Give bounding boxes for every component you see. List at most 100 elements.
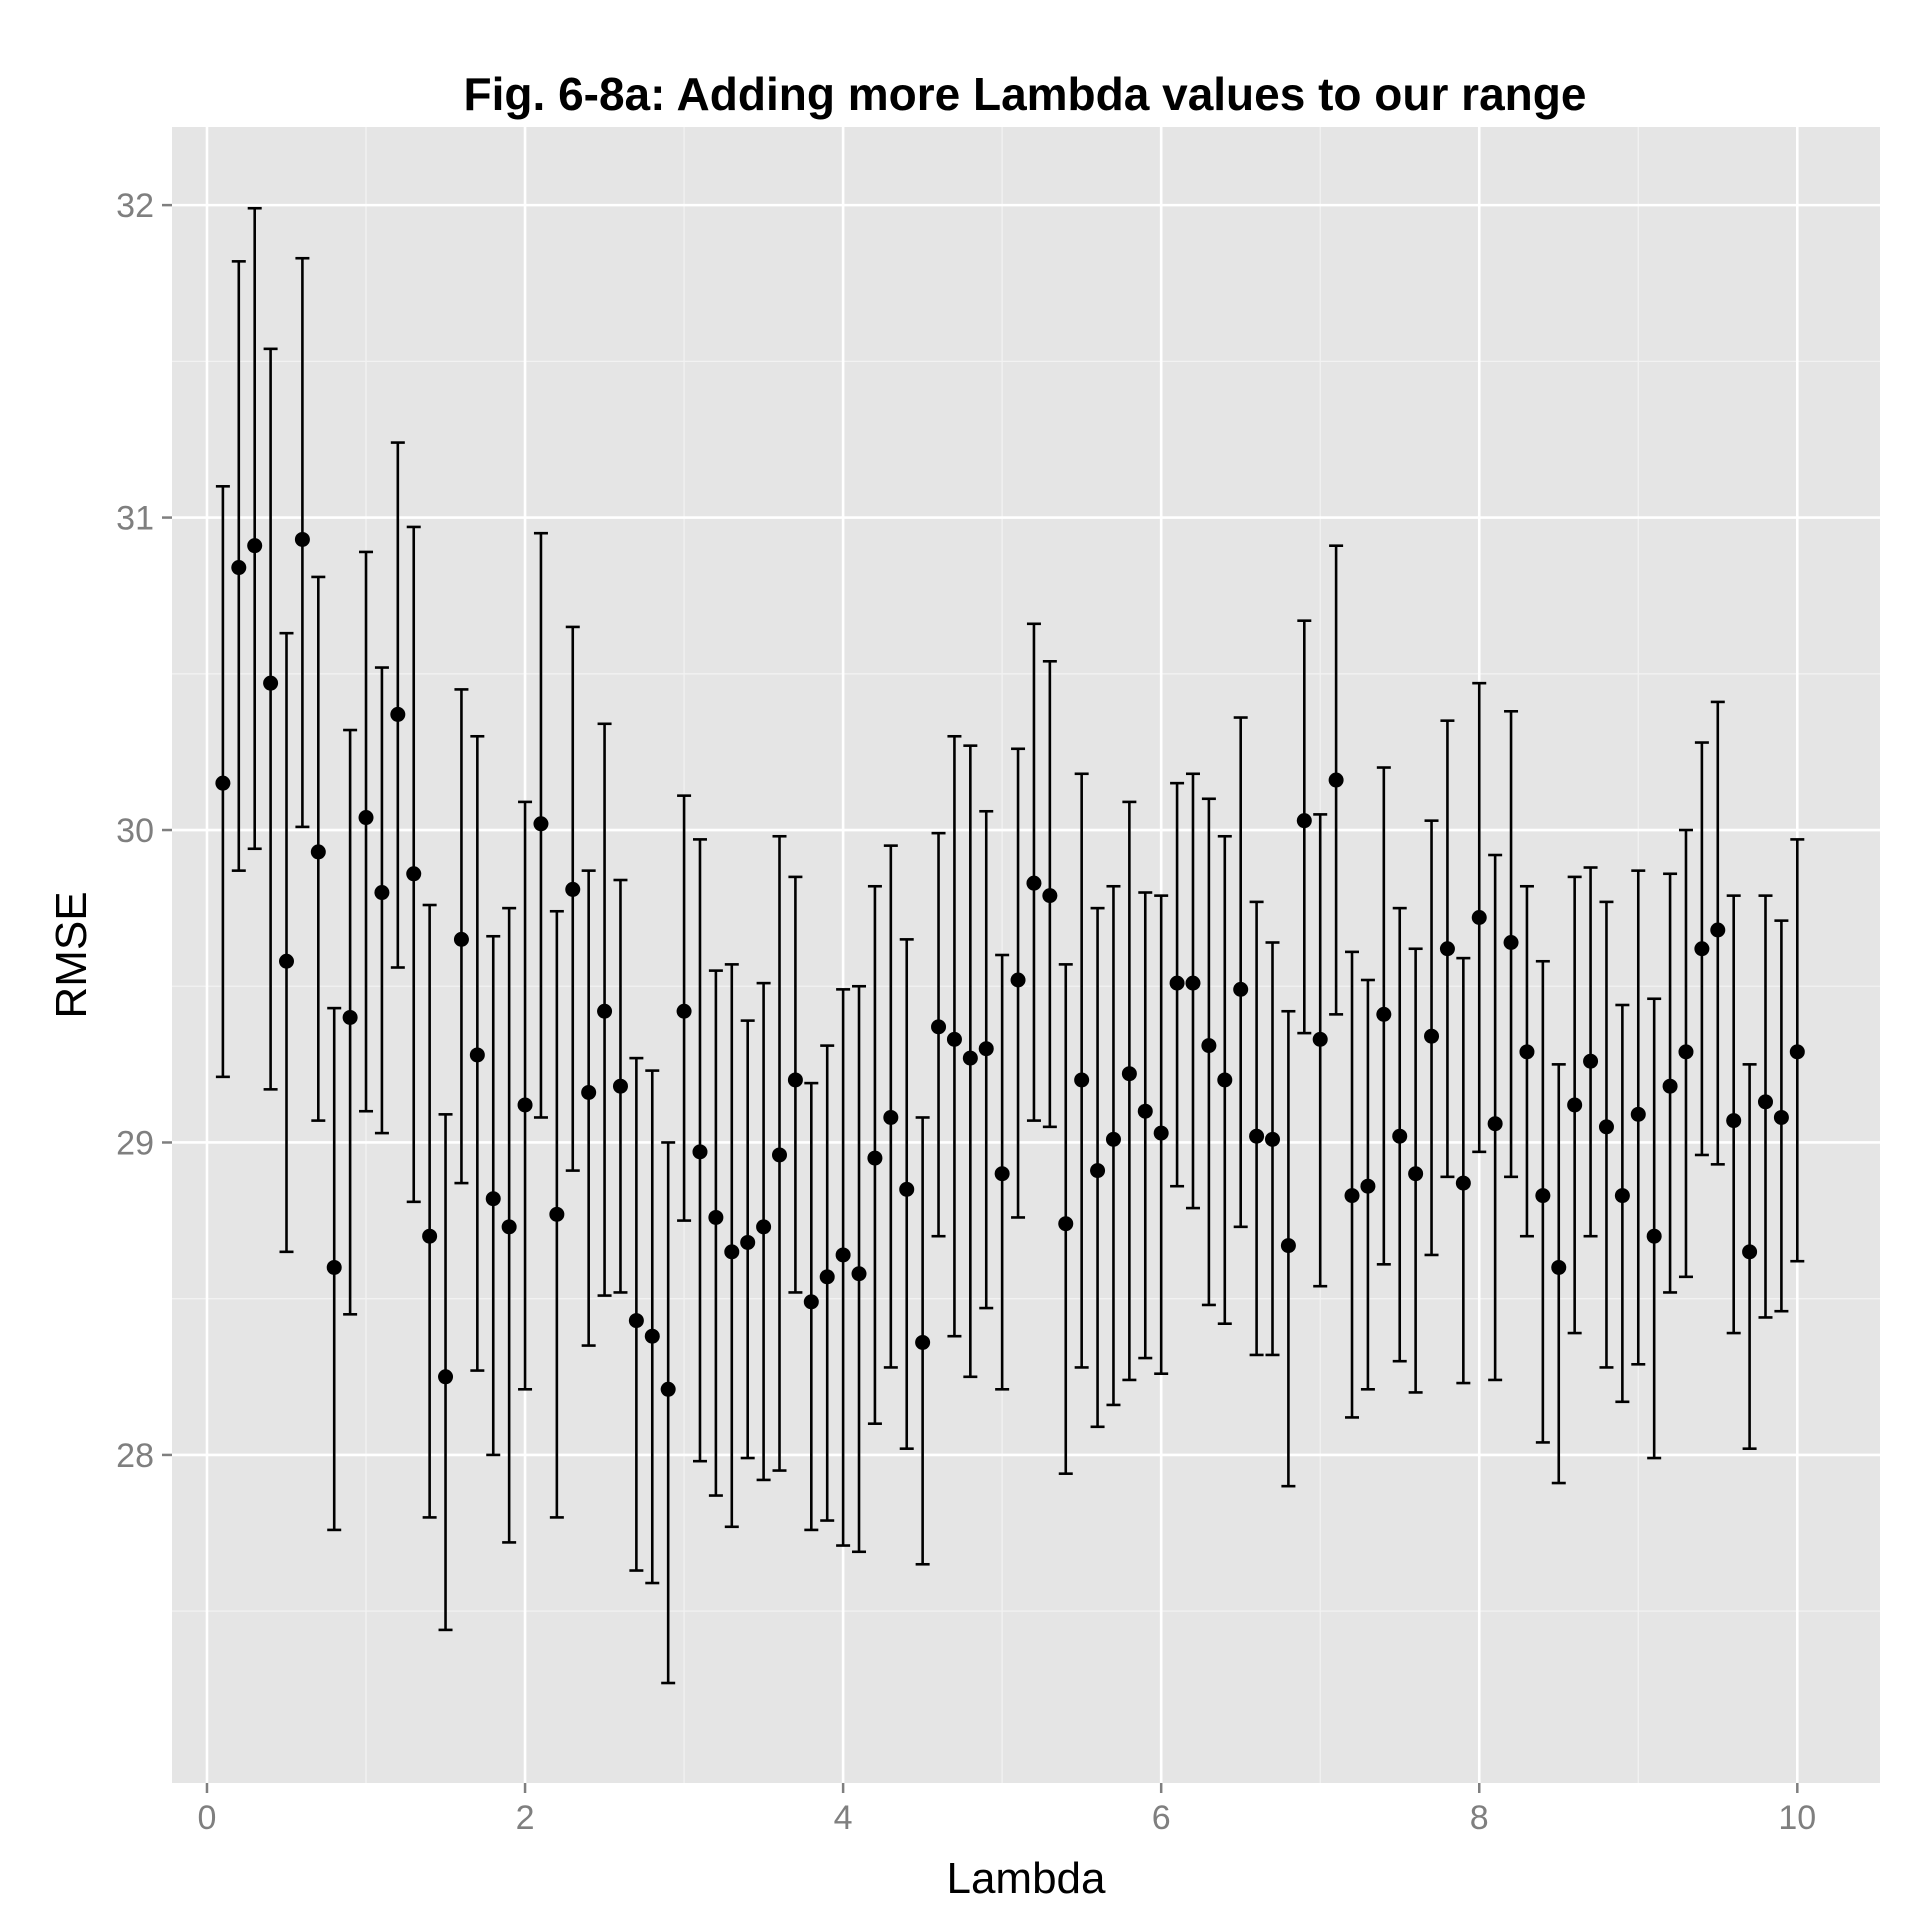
data-point: [1249, 1128, 1265, 1144]
data-point: [1026, 875, 1042, 891]
data-point: [1185, 975, 1201, 991]
data-point: [819, 1269, 835, 1285]
data-point: [581, 1084, 597, 1100]
data-point: [1408, 1166, 1424, 1182]
data-point: [358, 810, 374, 826]
data-point: [1710, 922, 1726, 938]
data-point: [867, 1150, 883, 1166]
data-point: [994, 1166, 1010, 1182]
data-point: [501, 1219, 517, 1235]
data-point: [1296, 813, 1312, 829]
data-point: [565, 881, 581, 897]
data-point: [660, 1381, 676, 1397]
chart-title: Fig. 6-8a: Adding more Lambda values to …: [464, 68, 1587, 120]
data-point: [1424, 1028, 1440, 1044]
data-point: [787, 1072, 803, 1088]
data-point: [310, 844, 326, 860]
data-point: [1487, 1116, 1503, 1132]
data-point: [835, 1247, 851, 1263]
plot-panel: [172, 127, 1880, 1783]
y-tick-label: 29: [116, 1124, 154, 1162]
data-point: [406, 866, 422, 882]
data-point: [1264, 1131, 1280, 1147]
data-point: [1074, 1072, 1090, 1088]
y-axis-title: RMSE: [47, 891, 96, 1018]
data-point: [549, 1206, 565, 1222]
x-tick-label: 0: [198, 1799, 217, 1837]
data-point: [1789, 1044, 1805, 1060]
data-point: [724, 1244, 740, 1260]
x-axis: 0 2 4 6 8 10: [198, 1783, 1816, 1837]
data-point: [1121, 1066, 1137, 1082]
data-point: [915, 1334, 931, 1350]
data-point: [1598, 1119, 1614, 1135]
data-point: [1471, 910, 1487, 926]
data-point: [469, 1047, 485, 1063]
data-point: [1217, 1072, 1233, 1088]
data-point: [692, 1144, 708, 1160]
data-point: [676, 1003, 692, 1019]
data-point: [231, 560, 247, 576]
data-point: [1105, 1131, 1121, 1147]
data-point: [883, 1109, 899, 1125]
data-point: [1169, 975, 1185, 991]
data-point: [1233, 981, 1249, 997]
data-point: [326, 1259, 342, 1275]
data-point: [1058, 1216, 1074, 1232]
data-point: [1519, 1044, 1535, 1060]
data-point: [1392, 1128, 1408, 1144]
data-point: [294, 531, 310, 547]
data-point: [1726, 1113, 1742, 1129]
data-point: [1757, 1094, 1773, 1110]
data-point: [1360, 1178, 1376, 1194]
data-point: [279, 953, 295, 969]
data-point: [1201, 1038, 1217, 1054]
data-point: [1328, 772, 1344, 788]
data-point: [1455, 1175, 1471, 1191]
data-point: [453, 931, 469, 947]
data-point: [946, 1031, 962, 1047]
data-point: [1678, 1044, 1694, 1060]
y-tick-label: 28: [116, 1437, 154, 1475]
data-point: [740, 1234, 756, 1250]
data-point: [1662, 1078, 1678, 1094]
data-point: [1535, 1188, 1551, 1204]
data-point: [215, 775, 231, 791]
data-point: [438, 1369, 454, 1385]
data-point: [931, 1019, 947, 1035]
data-point: [708, 1209, 724, 1225]
data-point: [1439, 941, 1455, 957]
y-tick-label: 30: [116, 812, 154, 850]
x-tick-label: 8: [1470, 1799, 1489, 1837]
data-point: [422, 1228, 438, 1244]
data-point: [1567, 1097, 1583, 1113]
data-point: [1090, 1163, 1106, 1179]
data-point: [803, 1294, 819, 1310]
data-point: [851, 1266, 867, 1282]
data-point: [1280, 1238, 1296, 1254]
x-tick-label: 2: [516, 1799, 535, 1837]
data-point: [597, 1003, 613, 1019]
data-point: [517, 1097, 533, 1113]
data-point: [1137, 1103, 1153, 1119]
data-point: [485, 1191, 501, 1207]
x-tick-label: 6: [1152, 1799, 1171, 1837]
data-point: [1344, 1188, 1360, 1204]
data-point: [1614, 1188, 1630, 1204]
data-point: [1010, 972, 1026, 988]
data-point: [899, 1181, 915, 1197]
data-point: [612, 1078, 628, 1094]
data-point: [1694, 941, 1710, 957]
data-point: [628, 1313, 644, 1329]
x-axis-title: Lambda: [946, 1854, 1106, 1903]
x-tick-label: 4: [834, 1799, 853, 1837]
data-point: [1376, 1006, 1392, 1022]
data-point: [1042, 888, 1058, 904]
data-point: [390, 706, 406, 722]
data-point: [978, 1041, 994, 1057]
data-point: [1503, 935, 1519, 951]
data-point: [1551, 1259, 1567, 1275]
data-point: [772, 1147, 788, 1163]
data-point: [644, 1328, 660, 1344]
